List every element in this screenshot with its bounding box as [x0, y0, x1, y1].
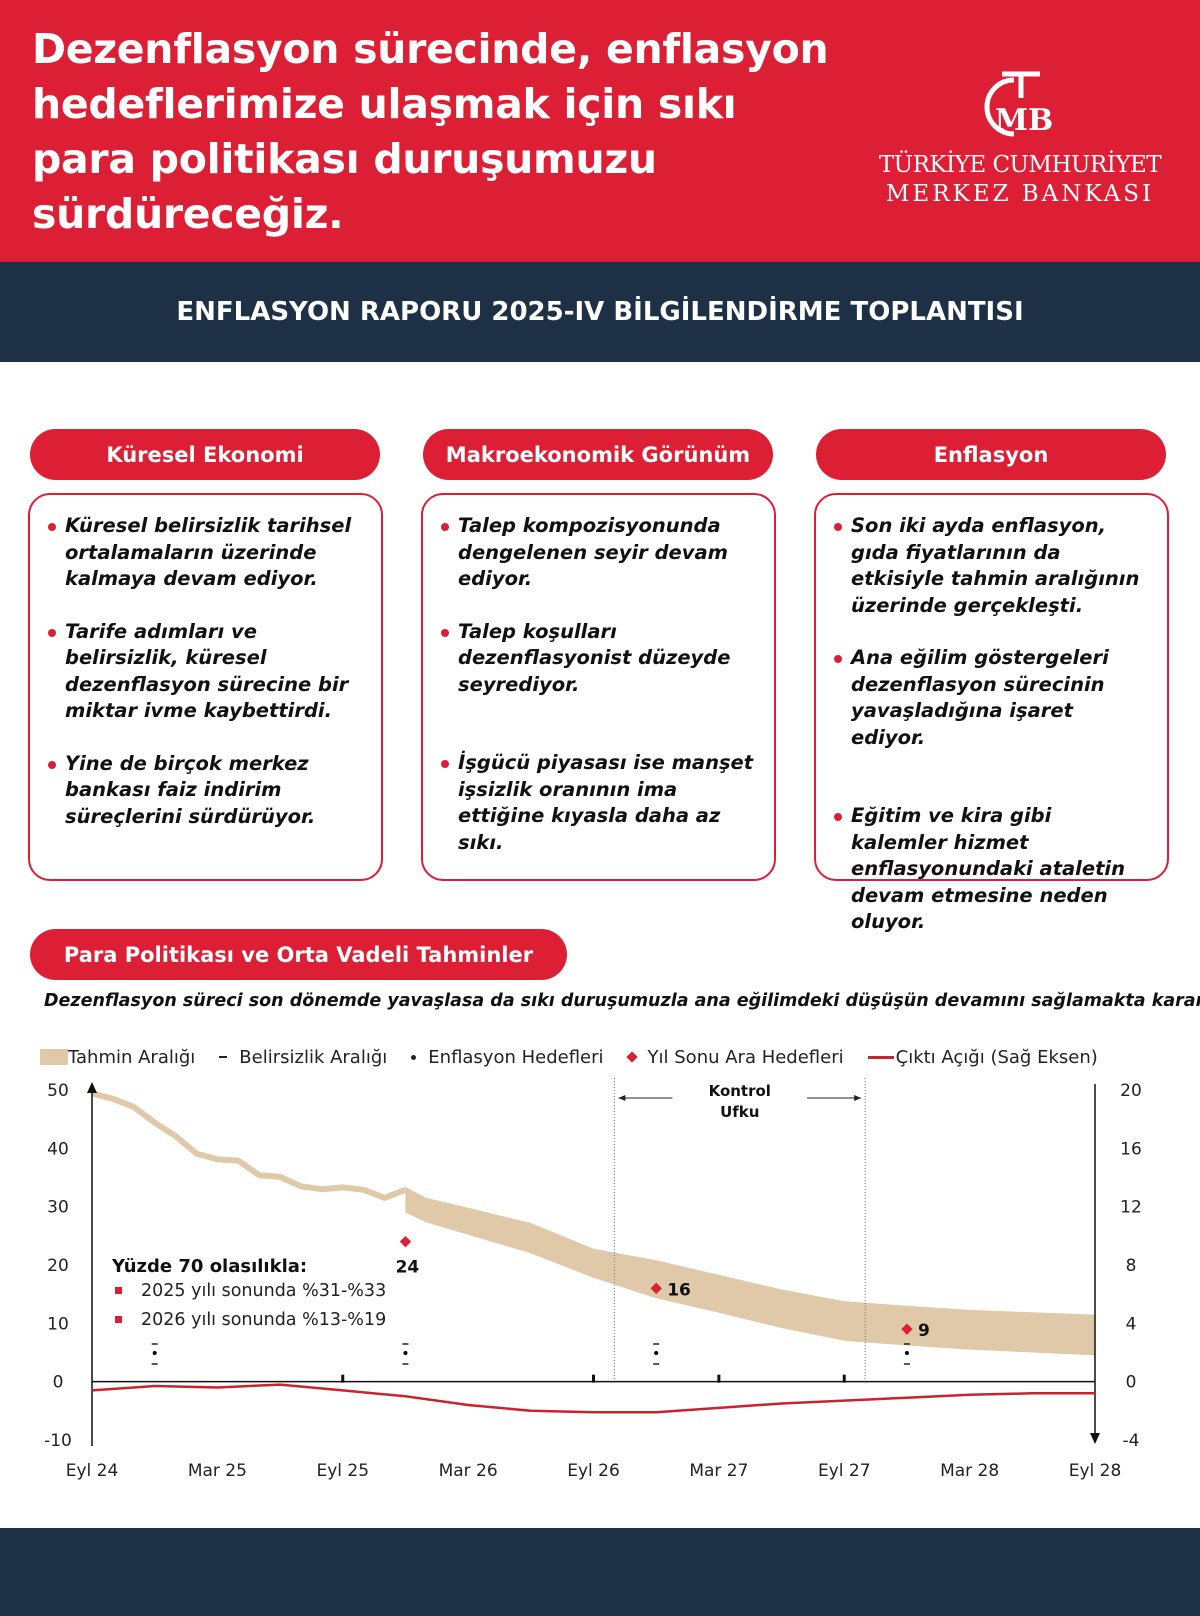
logo-line1: TÜRKİYE CUMHURİYET [878, 152, 1162, 178]
annotation-line-2: 2026 yılı sonunda %13-%19 [141, 1310, 386, 1330]
inflation-target-dot [654, 1351, 659, 1355]
y-left-tick-label: 0 [53, 1373, 64, 1393]
horizon-arrowhead-right [854, 1095, 862, 1101]
control-horizon-label-1: Kontrol [709, 1082, 771, 1100]
pill-label: Makroekonomik Görünüm [445, 442, 751, 467]
annotation-bullet [115, 1316, 122, 1323]
page-title: Dezenflasyon sürecinde, enflasyon hedefl… [32, 25, 829, 238]
interim-target-label: 24 [396, 1258, 420, 1278]
bullet-item: Talep koşulları dezenflasyonist düzeyde … [441, 619, 756, 699]
inflation-target-dot [904, 1351, 909, 1355]
card-makroekonomik-gorunum: Talep kompozisyonunda dengelenen seyir d… [421, 493, 776, 881]
legend-output-gap: Çıktı Açığı (Sağ Eksen) [867, 1046, 1098, 1068]
y-right-tick-label: 0 [1126, 1373, 1137, 1393]
pill-kuresel-ekonomi: Küresel Ekonomi [30, 429, 380, 480]
tcmb-emblem-icon: MB [984, 71, 1054, 138]
bullet-item: Tarife adımları ve belirsizlik, küresel … [48, 619, 363, 725]
bullet-item: Son iki ayda enflasyon, gıda fiyatlarını… [834, 513, 1149, 619]
legend-uncertainty: Belirsizlik Aralığı [219, 1047, 387, 1068]
y-left-tick-label: 30 [47, 1198, 69, 1218]
inflation-target-dot [403, 1351, 408, 1355]
bullet-item: Yine de birçok merkez bankası faiz indir… [48, 751, 363, 831]
pill-makroekonomik-gorunum: Makroekonomik Görünüm [423, 429, 773, 480]
horizon-arrowhead-left [618, 1095, 626, 1101]
footer-band [0, 1528, 1200, 1616]
header-banner: Dezenflasyon sürecinde, enflasyon hedefl… [0, 0, 1200, 262]
annotation-bullet [115, 1287, 122, 1294]
y-right-tick-label: -4 [1123, 1431, 1140, 1451]
report-title-band: ENFLASYON RAPORU 2025-IV BİLGİLENDİRME T… [0, 262, 1200, 362]
legend-targets-label: Enflasyon Hedefleri [428, 1046, 604, 1068]
interim-target-diamond [399, 1236, 412, 1248]
output-gap-line [91, 1383, 1095, 1414]
x-tick-label: Eyl 25 [316, 1461, 369, 1481]
y-left-tick-label: 40 [47, 1139, 69, 1159]
band-swatch-icon [40, 1049, 68, 1065]
x-tick-label: Eyl 28 [1069, 1461, 1122, 1481]
card-kuresel-ekonomi: Küresel belirsizlik tarihsel ortalamalar… [28, 493, 383, 881]
bullet-item: Eğitim ve kira gibi kalemler hizmet enfl… [834, 803, 1149, 936]
inflation-actual-line [91, 1090, 407, 1201]
inflation-target-dot [152, 1351, 157, 1355]
bullet-item: Ana eğilim göstergeleri dezenflasyon sür… [834, 645, 1149, 751]
svg-text:MB: MB [995, 103, 1054, 138]
x-tick-label: Eyl 27 [818, 1461, 871, 1481]
y-left-tick-label: 50 [47, 1081, 69, 1101]
bullet-item: Talep kompozisyonunda dengelenen seyir d… [441, 513, 756, 593]
dash-icon [219, 1056, 228, 1058]
y-left-tick-label: 10 [47, 1314, 69, 1334]
legend-output-gap-label: Çıktı Açığı (Sağ Eksen) [895, 1046, 1098, 1068]
line-icon [867, 1055, 894, 1059]
pill-para-politikasi: Para Politikası ve Orta Vadeli Tahminler [30, 929, 567, 980]
dot-icon [411, 1054, 417, 1060]
forecast-band [405, 1186, 1095, 1356]
annotation-line-1: 2025 yılı sonunda %31-%33 [141, 1281, 386, 1301]
x-tick-label: Eyl 24 [66, 1461, 119, 1481]
legend-targets: Enflasyon Hedefleri [411, 1046, 604, 1068]
pill-label: Küresel Ekonomi [106, 442, 304, 467]
y-right-tick-label: 4 [1126, 1314, 1137, 1334]
control-horizon-label-2: Ufku [720, 1103, 759, 1121]
bullet-item: Küresel belirsizlik tarihsel ortalamalar… [48, 513, 363, 593]
logo-line2: MERKEZ BANKASI [885, 181, 1155, 207]
diamond-icon [625, 1051, 638, 1063]
inflation-forecast-chart: Kontrol Ufku 24 16 9 Yüzde 70 olasılıkla: 2025… [44, 1078, 1142, 1481]
chart-subtitle: Dezenflasyon süreci son dönemde yavaşlas… [44, 991, 1200, 1011]
legend-band: Tahmin Aralığı [40, 1047, 195, 1068]
y-right-tick-label: 8 [1126, 1256, 1137, 1276]
y-left-tick-label: -10 [44, 1431, 72, 1451]
y-right-tick-label: 12 [1120, 1198, 1142, 1218]
interim-target-label: 16 [667, 1280, 691, 1300]
x-tick-label: Mar 28 [940, 1461, 999, 1481]
right-axis-arrowhead [1090, 1433, 1100, 1444]
tcmb-logo: MB TÜRKİYE CUMHURİYET MERKEZ BANKASI [870, 68, 1170, 218]
legend-uncertainty-label: Belirsizlik Aralığı [239, 1046, 388, 1068]
x-tick-label: Mar 25 [188, 1461, 247, 1481]
annotation-title: Yüzde 70 olasılıkla: [111, 1256, 307, 1277]
pill-label: Para Politikası ve Orta Vadeli Tahminler [63, 942, 534, 967]
legend-band-label: Tahmin Aralığı [68, 1046, 196, 1068]
x-tick-label: Eyl 26 [567, 1461, 620, 1481]
pill-label: Enflasyon [933, 442, 1049, 467]
interim-target-diamond [901, 1323, 913, 1335]
x-tick-label: Mar 26 [439, 1461, 498, 1481]
y-right-tick-label: 20 [1120, 1081, 1142, 1101]
x-tick-label: Mar 27 [689, 1461, 748, 1481]
legend-interim-label: Yıl Sonu Ara Hedefleri [647, 1046, 844, 1068]
left-axis-arrowhead [87, 1082, 97, 1093]
card-enflasyon: Son iki ayda enflasyon, gıda fiyatlarını… [814, 493, 1169, 933]
legend-interim: Yıl Sonu Ara Hedefleri [625, 1046, 844, 1068]
pill-enflasyon: Enflasyon [816, 429, 1166, 480]
y-left-tick-label: 20 [47, 1256, 69, 1276]
report-title: ENFLASYON RAPORU 2025-IV BİLGİLENDİRME T… [176, 297, 1024, 327]
chart-legend: Tahmin Aralığı Belirsizlik Aralığı Enfla… [40, 1044, 1122, 1070]
bullet-item: İşgücü piyasası ise manşet işsizlik oran… [441, 750, 756, 856]
y-right-tick-label: 16 [1120, 1139, 1142, 1159]
interim-target-label: 9 [918, 1321, 930, 1341]
